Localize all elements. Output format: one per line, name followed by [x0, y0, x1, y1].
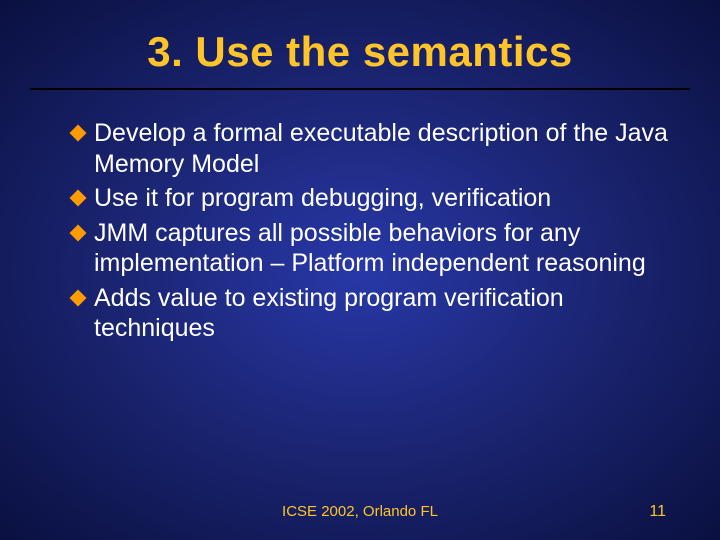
footer-text: ICSE 2002, Orlando FL	[282, 503, 438, 520]
slide-title: 3. Use the semantics	[50, 28, 670, 88]
title-divider	[30, 88, 690, 90]
list-item: Use it for program debugging, verificati…	[72, 183, 670, 214]
slide-container: 3. Use the semantics Develop a formal ex…	[0, 0, 720, 540]
list-item: Adds value to existing program verificat…	[72, 283, 670, 344]
bullet-list: Develop a formal executable description …	[50, 118, 670, 348]
page-number: 11	[649, 503, 666, 521]
list-item: Develop a formal executable description …	[72, 118, 670, 179]
list-item: JMM captures all possible behaviors for …	[72, 218, 670, 279]
slide-footer: ICSE 2002, Orlando FL 11	[0, 503, 720, 520]
